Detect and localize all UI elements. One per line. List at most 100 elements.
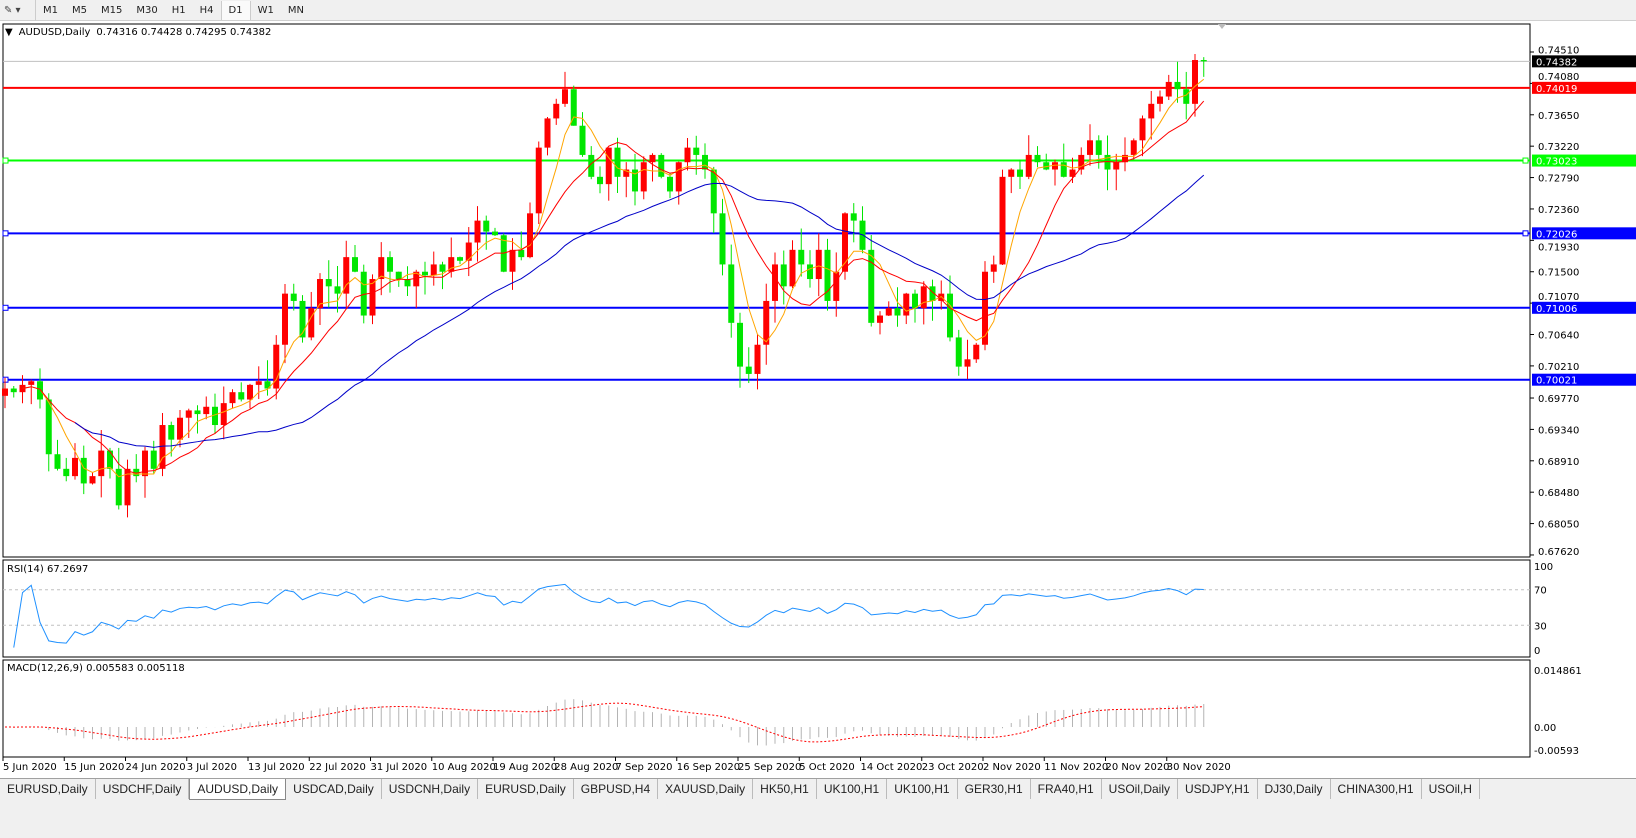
bearish-candle — [107, 450, 113, 469]
chart-tab[interactable]: FRA40,H1 — [1031, 779, 1102, 799]
price-tick-label: 0.71500 — [1538, 268, 1579, 279]
bullish-candle — [1130, 140, 1137, 155]
ohlc-values: 0.74316 0.74428 0.74295 0.74382 — [96, 27, 272, 38]
bearish-candle — [868, 249, 875, 323]
timeframe-m1[interactable]: M1 — [43, 4, 58, 16]
bearish-candle — [1034, 154, 1041, 163]
chart-tab[interactable]: GBPUSD,H4 — [574, 779, 659, 799]
bearish-candle — [1095, 140, 1102, 155]
bearish-candle — [150, 450, 157, 469]
bearish-candle — [439, 264, 446, 272]
bearish-candle — [588, 154, 595, 177]
price-tick-label: 0.74510 — [1538, 45, 1579, 56]
bullish-candle — [535, 147, 542, 214]
bullish-candle — [842, 213, 848, 272]
timeframe-d1[interactable]: D1 — [220, 0, 251, 20]
bullish-candle — [255, 381, 262, 385]
price-tick-label: 0.73220 — [1538, 142, 1579, 153]
chart-tab[interactable]: UK100,H1 — [817, 779, 888, 799]
chart-tab[interactable]: HK50,H1 — [753, 779, 817, 799]
chart-tab[interactable]: USDCHF,Daily — [96, 779, 190, 799]
bullish-candle — [562, 89, 568, 104]
bearish-candle — [45, 399, 52, 455]
chart-tab[interactable]: CHINA300,H1 — [1331, 779, 1422, 799]
timeframe-h1[interactable]: H1 — [171, 4, 186, 16]
bearish-candle — [1017, 169, 1023, 177]
bearish-candle — [667, 176, 673, 192]
chart-tab[interactable]: USOil,Daily — [1102, 779, 1179, 799]
bullish-candle — [229, 392, 236, 404]
chart-tab[interactable]: USDCNH,Daily — [382, 779, 479, 799]
bearish-candle — [334, 286, 341, 294]
bearish-candle — [168, 425, 175, 440]
timeframe-m5[interactable]: M5 — [72, 4, 87, 16]
bullish-candle — [920, 286, 927, 309]
price-tick-label: 0.71930 — [1538, 242, 1579, 253]
chart-tab[interactable]: GER30,H1 — [958, 779, 1031, 799]
bullish-candle — [675, 162, 682, 192]
bullish-candle — [343, 257, 350, 294]
time-axis-label: 11 Nov 2020 — [1044, 762, 1108, 773]
time-axis-label: 22 Jul 2020 — [309, 762, 366, 773]
bearish-candle — [702, 154, 708, 170]
timeframe-list: M1 M5 M15 M30 H1 H4 D1 W1 MN — [36, 0, 311, 20]
price-chart[interactable]: 0.74510 0.74080 0.73650 0.73220 0.72790 0.723… — [0, 22, 1636, 778]
bearish-candle — [929, 286, 936, 301]
bearish-candle — [63, 468, 70, 477]
level-price-tag — [1532, 81, 1636, 94]
chart-tab[interactable]: USOil,H — [1422, 779, 1480, 799]
bearish-candle — [1183, 89, 1190, 104]
price-tick-label: 0.72360 — [1538, 205, 1579, 216]
level-price-label: 0.70021 — [1536, 376, 1577, 387]
timeframe-w1[interactable]: W1 — [257, 4, 274, 16]
bullish-candle — [1139, 118, 1146, 141]
bearish-candle — [299, 300, 306, 338]
bullish-candle — [247, 384, 253, 400]
bearish-candle — [1200, 60, 1207, 62]
chart-window[interactable]: 0.74510 0.74080 0.73650 0.73220 0.72790 0.723… — [0, 22, 1636, 778]
chart-tab[interactable]: AUDUSD,Daily — [189, 779, 287, 800]
timeframe-m15[interactable]: M15 — [101, 4, 123, 16]
bullish-candle — [308, 308, 315, 338]
chart-tab[interactable]: EURUSD,Daily — [478, 779, 574, 799]
timeframe-h4[interactable]: H4 — [199, 4, 214, 16]
chart-tab[interactable]: UK100,H1 — [887, 779, 958, 799]
bullish-candle — [1052, 162, 1058, 170]
price-tick-label: 0.70640 — [1538, 331, 1579, 342]
time-axis-label: 23 Oct 2020 — [922, 762, 984, 773]
price-tick-label: 0.68910 — [1538, 457, 1579, 468]
timeframe-mn[interactable]: MN — [287, 4, 304, 16]
bearish-candle — [492, 231, 498, 236]
bearish-candle — [745, 366, 752, 374]
chart-tab[interactable]: USDJPY,H1 — [1178, 779, 1258, 799]
bullish-candle — [527, 213, 533, 258]
level-price-label: 0.73023 — [1536, 157, 1577, 168]
time-axis-label: 16 Sep 2020 — [677, 762, 740, 773]
rsi-tick-label: 0 — [1534, 646, 1540, 657]
time-axis-label: 15 Jun 2020 — [64, 762, 124, 773]
bullish-candle — [159, 425, 166, 469]
ma-fast-line — [22, 78, 1205, 478]
draw-tools-dropdown[interactable]: ✎ ▾ — [0, 0, 36, 21]
bearish-candle — [395, 271, 402, 280]
bearish-candle — [325, 279, 332, 287]
bearish-candle — [947, 293, 953, 338]
bearish-candle — [693, 147, 700, 155]
rsi-pane-border — [2, 559, 1531, 658]
bearish-candle — [570, 89, 577, 126]
bullish-candle — [1165, 81, 1172, 97]
chart-tab[interactable]: EURUSD,Daily — [0, 779, 96, 799]
chart-tab[interactable]: XAUUSD,Daily — [658, 779, 754, 799]
bearish-candle — [518, 249, 525, 258]
timeframe-m30[interactable]: M30 — [136, 4, 158, 16]
chart-tab[interactable]: DJ30,Daily — [1258, 779, 1331, 799]
bullish-candle — [142, 450, 148, 477]
bearish-candle — [614, 147, 621, 177]
bullish-candle — [317, 279, 323, 309]
chart-menu-icon[interactable]: ▼ — [5, 27, 13, 38]
bullish-candle — [605, 147, 612, 185]
bullish-candle — [413, 271, 420, 287]
bullish-candle — [789, 249, 796, 287]
chart-tab[interactable]: USDCAD,Daily — [286, 779, 382, 799]
bullish-candle — [474, 220, 481, 243]
